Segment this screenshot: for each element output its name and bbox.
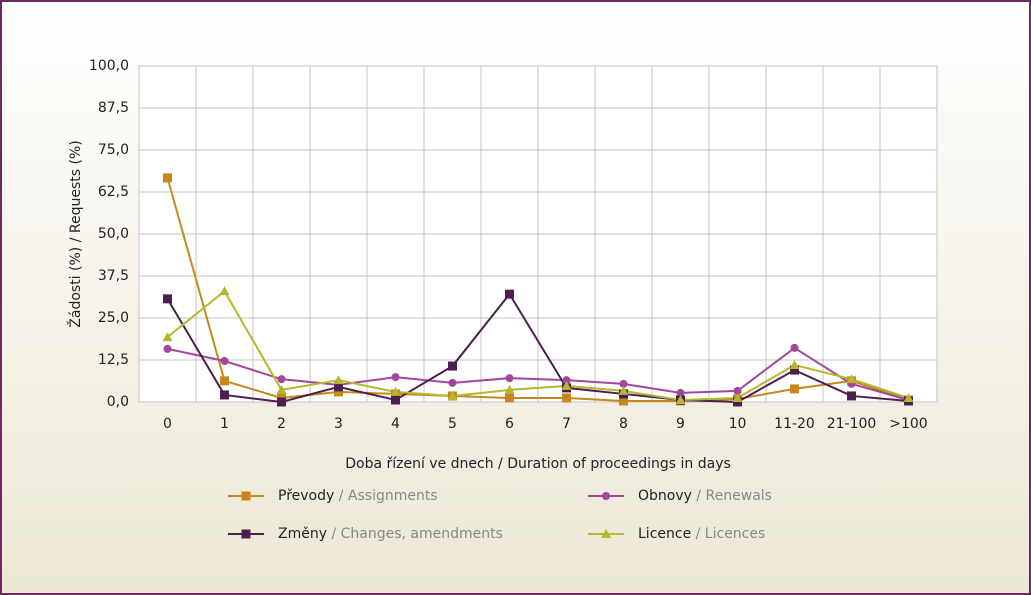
point (847, 391, 856, 401)
point (220, 357, 229, 366)
y-tick-label: 25,0 (98, 310, 129, 326)
point (220, 376, 229, 386)
point (276, 384, 287, 394)
x-tick-label: 6 (505, 416, 514, 432)
legend-label: Změny / Changes, amendments (278, 526, 503, 542)
y-tick-label: 50,0 (98, 226, 129, 242)
y-axis-label: Žádosti (%) / Requests (%) (66, 140, 84, 327)
y-tick-label: 37,5 (98, 268, 129, 284)
point (333, 375, 344, 385)
point (505, 374, 514, 383)
y-tick-label: 0,0 (107, 394, 129, 410)
x-tick-label: 2 (277, 416, 286, 432)
point (732, 392, 743, 402)
legend-label-cz: Licence (638, 526, 696, 542)
point (448, 378, 457, 387)
legend-label-en: / Renewals (696, 488, 772, 504)
point (733, 386, 742, 395)
point (790, 384, 799, 394)
point (220, 390, 229, 400)
x-tick-label: 11-20 (774, 416, 815, 432)
y-tick-label: 12,5 (98, 352, 129, 368)
point (334, 382, 343, 392)
point (619, 379, 628, 388)
x-tick-label: 0 (163, 416, 172, 432)
series-line (167, 346, 909, 401)
point (789, 360, 800, 370)
x-tick-label: 8 (619, 416, 628, 432)
point (241, 491, 251, 501)
point (241, 529, 251, 539)
point (903, 392, 914, 402)
point (391, 373, 400, 382)
point (504, 384, 515, 394)
legend-item: Obnovy / Renewals (588, 488, 772, 504)
point (733, 397, 742, 407)
x-tick-label: 10 (729, 416, 747, 432)
legend-label-cz: Změny (278, 526, 331, 542)
point (448, 361, 457, 371)
y-tick-label: 62,5 (98, 184, 129, 200)
point (505, 289, 514, 299)
legend-label: Převody / Assignments (278, 488, 438, 504)
series-line (166, 177, 909, 402)
point (390, 386, 401, 396)
x-axis-label: Doba řízení ve dnech / Duration of proce… (345, 456, 731, 472)
y-tick-label: 100,0 (89, 58, 129, 74)
x-tick-label: 3 (334, 416, 343, 432)
y-tick-label: 75,0 (98, 142, 129, 158)
legend-label: Obnovy / Renewals (638, 488, 772, 504)
series-line (166, 292, 909, 404)
point (602, 492, 610, 500)
point (277, 397, 286, 407)
point (790, 343, 799, 352)
x-tick-label: >100 (889, 416, 927, 432)
point (846, 374, 857, 384)
point (391, 395, 400, 405)
legend-label-en: / Assignments (339, 488, 438, 504)
legend-item: Převody / Assignments (228, 488, 438, 504)
point (277, 375, 286, 384)
point (163, 344, 172, 353)
legend-item: Licence / Licences (588, 526, 765, 542)
legend-label-cz: Převody (278, 488, 339, 504)
y-tick-label: 87,5 (98, 100, 129, 116)
point (562, 393, 571, 403)
point (447, 390, 458, 400)
point (163, 173, 172, 183)
point (601, 529, 611, 538)
point (163, 294, 172, 304)
x-tick-label: 21-100 (827, 416, 877, 432)
legend-label: Licence / Licences (638, 526, 765, 542)
x-tick-label: 1 (220, 416, 229, 432)
legend-label-en: / Changes, amendments (331, 526, 502, 542)
legend-item: Změny / Changes, amendments (228, 526, 503, 542)
point (505, 393, 514, 403)
x-tick-label: 9 (676, 416, 685, 432)
point (619, 396, 628, 406)
point (162, 332, 173, 342)
x-tick-label: 7 (562, 416, 571, 432)
point (562, 376, 571, 385)
point (618, 385, 629, 395)
legend-label-en: / Licences (696, 526, 766, 542)
point (790, 365, 799, 375)
point (219, 286, 230, 296)
point (676, 388, 685, 397)
legend-label-cz: Obnovy (638, 488, 696, 504)
point (675, 394, 686, 404)
point (334, 387, 343, 397)
series-line (166, 289, 909, 401)
x-tick-label: 5 (448, 416, 457, 432)
x-tick-label: 4 (391, 416, 400, 432)
point (561, 380, 572, 390)
